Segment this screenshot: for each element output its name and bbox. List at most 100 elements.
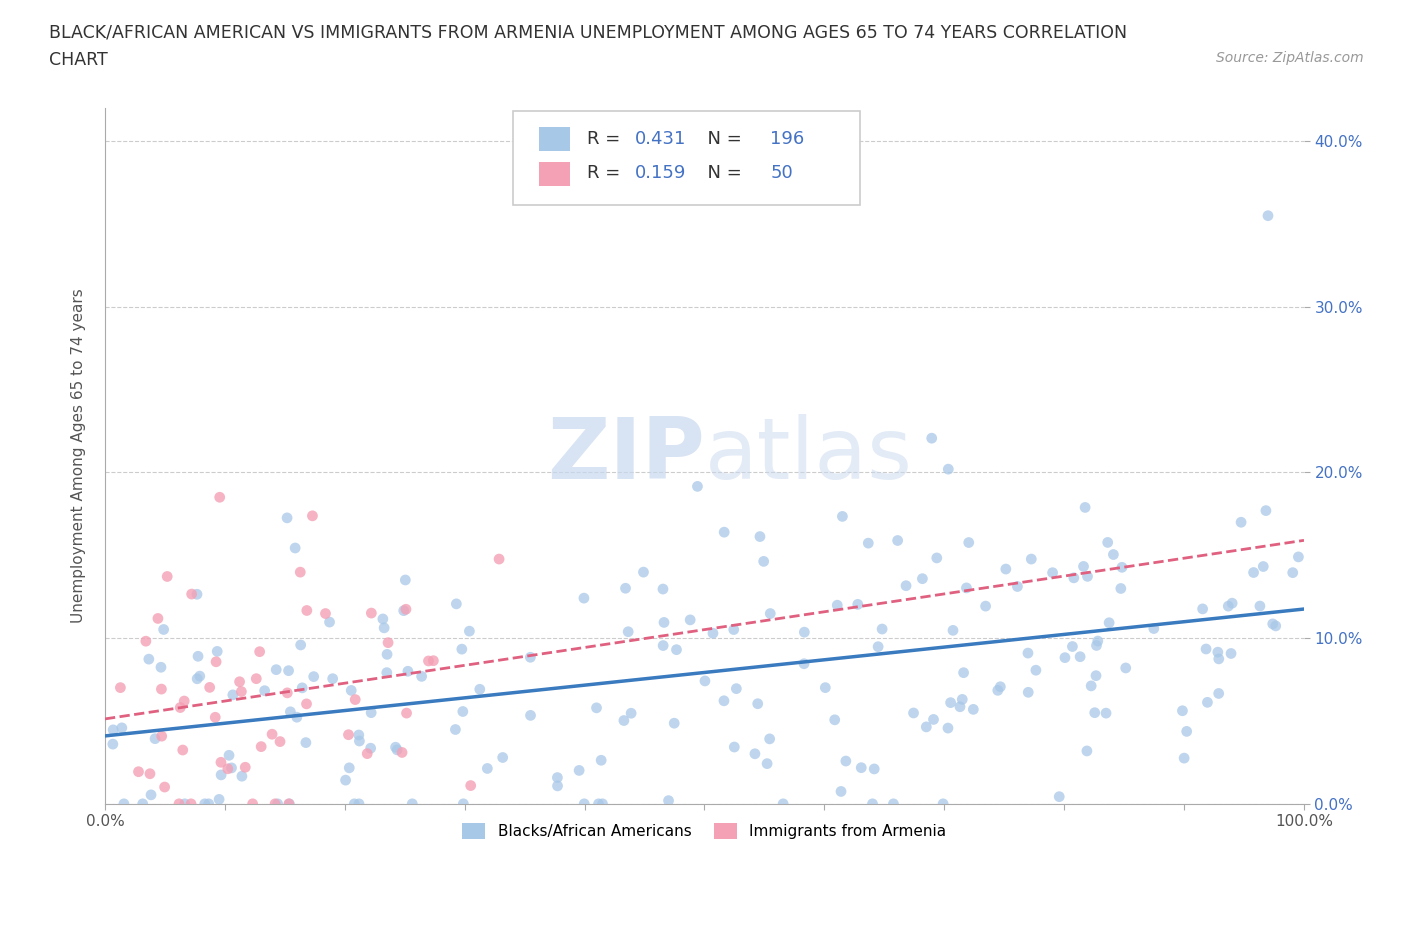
Point bbox=[377, 635, 399, 650]
Point bbox=[1047, 790, 1070, 804]
Point bbox=[585, 700, 607, 715]
Point bbox=[936, 461, 959, 476]
Point bbox=[295, 603, 318, 618]
Point bbox=[546, 770, 568, 785]
Point bbox=[295, 735, 318, 750]
Point bbox=[111, 721, 134, 736]
Point bbox=[1007, 579, 1029, 594]
Point bbox=[453, 796, 475, 811]
Point bbox=[1019, 551, 1042, 566]
FancyBboxPatch shape bbox=[538, 126, 571, 152]
Text: ZIP: ZIP bbox=[547, 415, 704, 498]
Point bbox=[340, 683, 363, 698]
Point bbox=[187, 649, 209, 664]
Point bbox=[568, 763, 591, 777]
Point bbox=[458, 624, 481, 639]
Point bbox=[1171, 703, 1194, 718]
Point bbox=[1281, 565, 1303, 580]
Point bbox=[942, 623, 965, 638]
Point bbox=[318, 615, 340, 630]
Point bbox=[135, 633, 157, 648]
Point bbox=[221, 761, 243, 776]
Point bbox=[446, 596, 468, 611]
Point bbox=[713, 694, 735, 709]
Text: Source: ZipAtlas.com: Source: ZipAtlas.com bbox=[1216, 51, 1364, 65]
Point bbox=[657, 793, 679, 808]
Point bbox=[349, 734, 371, 749]
Point bbox=[249, 644, 271, 659]
Point bbox=[101, 723, 124, 737]
Point bbox=[835, 753, 858, 768]
Point bbox=[1097, 535, 1119, 550]
Point bbox=[347, 727, 370, 742]
Point bbox=[277, 663, 299, 678]
Point bbox=[1073, 559, 1095, 574]
Point bbox=[1286, 550, 1309, 565]
Point bbox=[652, 638, 675, 653]
Point bbox=[347, 796, 370, 811]
Point bbox=[758, 731, 780, 746]
Point bbox=[950, 692, 973, 707]
Point bbox=[444, 722, 467, 737]
Point bbox=[752, 554, 775, 569]
Point bbox=[264, 662, 287, 677]
Point bbox=[149, 659, 172, 674]
Point bbox=[652, 581, 675, 596]
Point bbox=[620, 706, 643, 721]
Point bbox=[204, 710, 226, 724]
Point bbox=[290, 638, 312, 653]
Point bbox=[572, 591, 595, 605]
Point bbox=[1230, 515, 1253, 530]
Point bbox=[301, 509, 323, 524]
Point bbox=[547, 778, 569, 793]
Text: 196: 196 bbox=[770, 130, 804, 148]
Point bbox=[422, 653, 444, 668]
Point bbox=[468, 682, 491, 697]
Point bbox=[280, 704, 302, 719]
Point bbox=[1025, 663, 1047, 678]
Point bbox=[574, 796, 596, 811]
Point bbox=[356, 746, 378, 761]
Point bbox=[952, 665, 974, 680]
Point bbox=[1085, 669, 1108, 684]
Point bbox=[180, 587, 202, 602]
Point bbox=[830, 784, 852, 799]
Point bbox=[343, 796, 366, 811]
Point bbox=[955, 580, 977, 595]
Point bbox=[1109, 581, 1132, 596]
Point bbox=[1053, 650, 1076, 665]
Point bbox=[245, 671, 267, 686]
Point bbox=[209, 767, 232, 782]
Point bbox=[450, 642, 472, 657]
Point bbox=[664, 716, 686, 731]
Point bbox=[519, 650, 541, 665]
Point bbox=[824, 712, 846, 727]
Point bbox=[974, 599, 997, 614]
Point bbox=[1017, 684, 1039, 699]
Point bbox=[1261, 617, 1284, 631]
Point bbox=[205, 655, 228, 670]
Point bbox=[396, 664, 419, 679]
Text: 0.159: 0.159 bbox=[636, 165, 686, 182]
Point bbox=[128, 764, 150, 779]
Point bbox=[846, 597, 869, 612]
Point bbox=[207, 644, 229, 658]
Point bbox=[1197, 695, 1219, 710]
Point bbox=[1115, 660, 1137, 675]
Point bbox=[152, 622, 174, 637]
Point bbox=[269, 734, 291, 749]
Point bbox=[713, 525, 735, 539]
Point bbox=[756, 756, 779, 771]
Text: atlas: atlas bbox=[704, 415, 912, 498]
FancyBboxPatch shape bbox=[538, 162, 571, 186]
Point bbox=[988, 679, 1011, 694]
Point bbox=[418, 654, 440, 669]
Point bbox=[994, 562, 1017, 577]
Point bbox=[335, 773, 357, 788]
Point bbox=[360, 705, 382, 720]
Point bbox=[277, 796, 299, 811]
Point bbox=[886, 533, 908, 548]
Point bbox=[825, 598, 848, 613]
Point bbox=[702, 626, 724, 641]
Point bbox=[250, 739, 273, 754]
